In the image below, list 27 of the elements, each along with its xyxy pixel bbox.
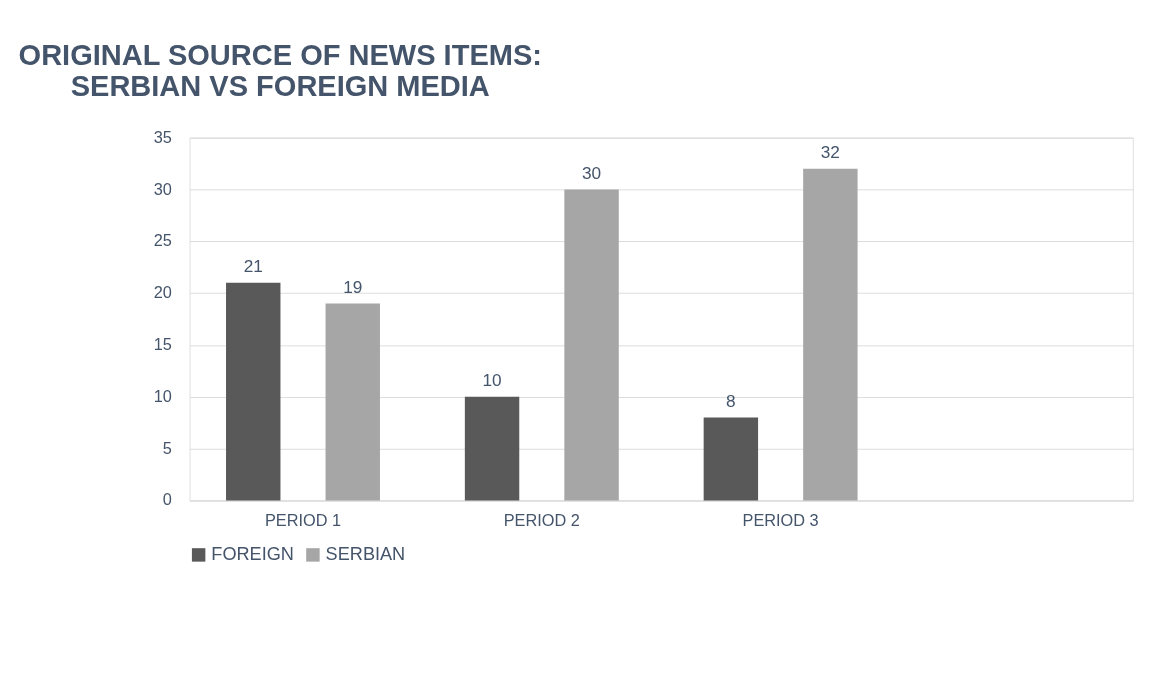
- legend-label: SERBIAN: [325, 544, 406, 565]
- x-tick-label: PERIOD 2: [503, 511, 580, 530]
- data-label: 10: [482, 369, 502, 390]
- y-tick-label: 5: [162, 438, 172, 457]
- data-label: 30: [581, 162, 602, 183]
- x-tick-label: PERIOD 3: [742, 511, 819, 530]
- y-tick-label: 15: [153, 335, 172, 353]
- text: ORIGINAL SOURCE OF NEWS ITEMS:: [18, 39, 542, 72]
- y-tick-label: 30: [153, 179, 172, 198]
- y-tick-label: 0: [162, 490, 172, 509]
- data-label: 8: [726, 390, 736, 411]
- y-tick-label: 25: [153, 231, 172, 250]
- y-tick-label: 35: [153, 127, 172, 146]
- text: SERBIAN VS FOREIGN MEDIA: [70, 69, 490, 102]
- bar: [703, 417, 759, 501]
- y-tick-label: 20: [153, 283, 172, 302]
- bar: [325, 303, 380, 501]
- bar: [564, 189, 619, 501]
- bar: [803, 168, 858, 501]
- data-label: 21: [243, 255, 263, 276]
- y-tick-label: 10: [153, 386, 172, 405]
- bar: [464, 396, 520, 501]
- data-label: 32: [820, 141, 840, 162]
- data-label: 19: [343, 276, 363, 297]
- bar: [226, 282, 281, 501]
- legend-label: FOREIGN: [211, 544, 294, 565]
- x-tick-label: PERIOD 1: [264, 511, 342, 530]
